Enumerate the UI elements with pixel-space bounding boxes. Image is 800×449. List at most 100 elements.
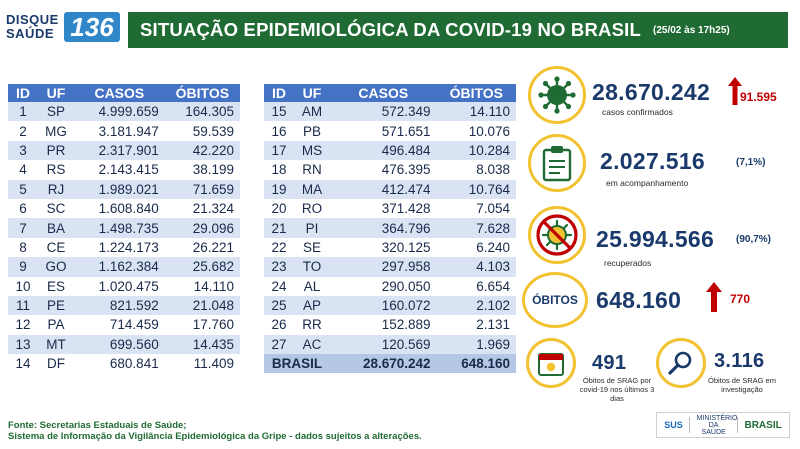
table-row: 23 TO 297.958 4.103 <box>264 257 516 277</box>
header-uf: UF <box>38 84 74 102</box>
table-row: 9 GO 1.162.384 25.682 <box>8 257 240 277</box>
states-table-left: ID UF CASOS ÓBITOS 1 SP 4.999.659 164.305 2 M… <box>8 84 240 374</box>
cell-casos: 572.349 <box>330 102 437 122</box>
header-obitos: ÓBITOS <box>436 84 516 102</box>
table-row: 10 ES 1.020.475 14.110 <box>8 276 240 296</box>
cell-casos: 571.651 <box>330 121 437 141</box>
table-header-row: ID UF CASOS ÓBITOS <box>8 84 240 102</box>
table-row: 24 AL 290.050 6.654 <box>264 276 516 296</box>
cell-casos: 290.050 <box>330 276 437 296</box>
cell-casos: 476.395 <box>330 160 437 180</box>
total-obitos: 648.160 <box>436 354 516 374</box>
logo-number: 136 <box>64 12 120 42</box>
table-row: 2 MG 3.181.947 59.539 <box>8 121 240 141</box>
cell-uf: RR <box>294 315 330 335</box>
cell-obitos: 11.409 <box>164 354 240 374</box>
brasil-logo: BRASIL <box>744 419 782 431</box>
cell-id: 21 <box>264 218 294 238</box>
clipboard-icon-circle <box>528 134 586 192</box>
table-row: 25 AP 160.072 2.102 <box>264 295 516 316</box>
cell-id: 3 <box>8 140 38 161</box>
cell-id: 9 <box>8 257 38 277</box>
cell-obitos: 21.048 <box>164 295 240 316</box>
cell-id: 1 <box>8 102 38 122</box>
cell-uf: SE <box>294 237 330 258</box>
cell-casos: 1.608.840 <box>74 198 165 219</box>
cell-uf: DF <box>38 354 74 374</box>
recovered-label: recuperados <box>604 258 652 268</box>
logo-divider <box>689 417 691 433</box>
table-row: 26 RR 152.889 2.131 <box>264 315 516 335</box>
cell-uf: RN <box>294 160 330 180</box>
cell-id: 7 <box>8 218 38 238</box>
logo-line2: SAÚDE <box>6 26 55 41</box>
recovered-icon-circle <box>528 206 586 264</box>
header-casos: CASOS <box>74 84 165 102</box>
cell-uf: PE <box>38 295 74 316</box>
table-row: 18 RN 476.395 8.038 <box>264 160 516 180</box>
ministerio-logo: MINISTÉRIO DA SAÚDE <box>696 414 738 436</box>
table-row: 20 RO 371.428 7.054 <box>264 198 516 219</box>
cell-id: 10 <box>8 276 38 296</box>
cell-uf: BA <box>38 218 74 238</box>
srag-3days-label: Óbitos de SRAG por covid-19 nos últimos … <box>579 376 655 403</box>
cell-id: 25 <box>264 295 294 316</box>
srag-investigation-value: 3.116 <box>714 350 765 372</box>
cell-uf: CE <box>38 237 74 258</box>
cell-casos: 699.560 <box>74 334 165 355</box>
arrow-up-icon <box>728 77 742 105</box>
table-row: 15 AM 572.349 14.110 <box>264 102 516 122</box>
disque-saude-logo: DISQUE SAÚDE 136 <box>6 10 120 48</box>
cell-obitos: 4.103 <box>436 257 516 277</box>
table-row: 11 PE 821.592 21.048 <box>8 295 240 316</box>
total-label: BRASIL <box>264 354 330 374</box>
header-uf: UF <box>294 84 330 102</box>
cell-id: 4 <box>8 160 38 180</box>
table-row: 27 AC 120.569 1.969 <box>264 334 516 355</box>
cell-id: 8 <box>8 237 38 258</box>
header-casos: CASOS <box>330 84 437 102</box>
srag-3days-value: 491 <box>592 352 627 374</box>
cell-casos: 2.317.901 <box>74 140 165 161</box>
cell-obitos: 1.969 <box>436 334 516 355</box>
cell-obitos: 59.539 <box>164 121 240 141</box>
cell-id: 27 <box>264 334 294 355</box>
calendar-icon <box>538 353 564 376</box>
cell-id: 20 <box>264 198 294 219</box>
cell-casos: 320.125 <box>330 237 437 258</box>
cell-id: 13 <box>8 334 38 355</box>
cell-uf: PR <box>38 140 74 161</box>
cell-casos: 1.020.475 <box>74 276 165 296</box>
cell-casos: 120.569 <box>330 334 437 355</box>
cell-id: 17 <box>264 140 294 161</box>
cell-obitos: 42.220 <box>164 140 240 161</box>
deaths-badge: ÓBITOS <box>532 293 578 307</box>
cell-id: 19 <box>264 179 294 199</box>
cell-casos: 371.428 <box>330 198 437 219</box>
cell-casos: 412.474 <box>330 179 437 199</box>
magnifier-icon <box>668 351 692 375</box>
cell-casos: 680.841 <box>74 354 165 374</box>
deaths-delta: 770 <box>730 292 751 306</box>
cell-id: 24 <box>264 276 294 296</box>
cell-obitos: 14.110 <box>164 276 240 296</box>
arrow-up-icon <box>706 282 722 312</box>
cell-id: 11 <box>8 295 38 316</box>
cell-obitos: 29.096 <box>164 218 240 238</box>
virus-icon <box>538 76 576 114</box>
cell-uf: AM <box>294 102 330 122</box>
monitoring-pct: (7,1%) <box>736 157 766 168</box>
confirmed-value: 28.670.242 <box>592 79 711 105</box>
cell-obitos: 2.131 <box>436 315 516 335</box>
cell-obitos: 38.199 <box>164 160 240 180</box>
calendar-icon-circle <box>526 338 576 388</box>
table-row: 12 PA 714.459 17.760 <box>8 315 240 335</box>
cell-id: 18 <box>264 160 294 180</box>
confirmed-delta: 91.595 <box>740 90 777 104</box>
cell-uf: GO <box>38 257 74 277</box>
cell-casos: 297.958 <box>330 257 437 277</box>
source-footer: Fonte: Secretarias Estaduais de Saúde; S… <box>8 420 422 442</box>
states-table-right: ID UF CASOS ÓBITOS 15 AM 572.349 14.110 16 PB… <box>264 84 516 374</box>
virus-icon-circle <box>528 66 586 124</box>
cell-uf: RS <box>38 160 74 180</box>
